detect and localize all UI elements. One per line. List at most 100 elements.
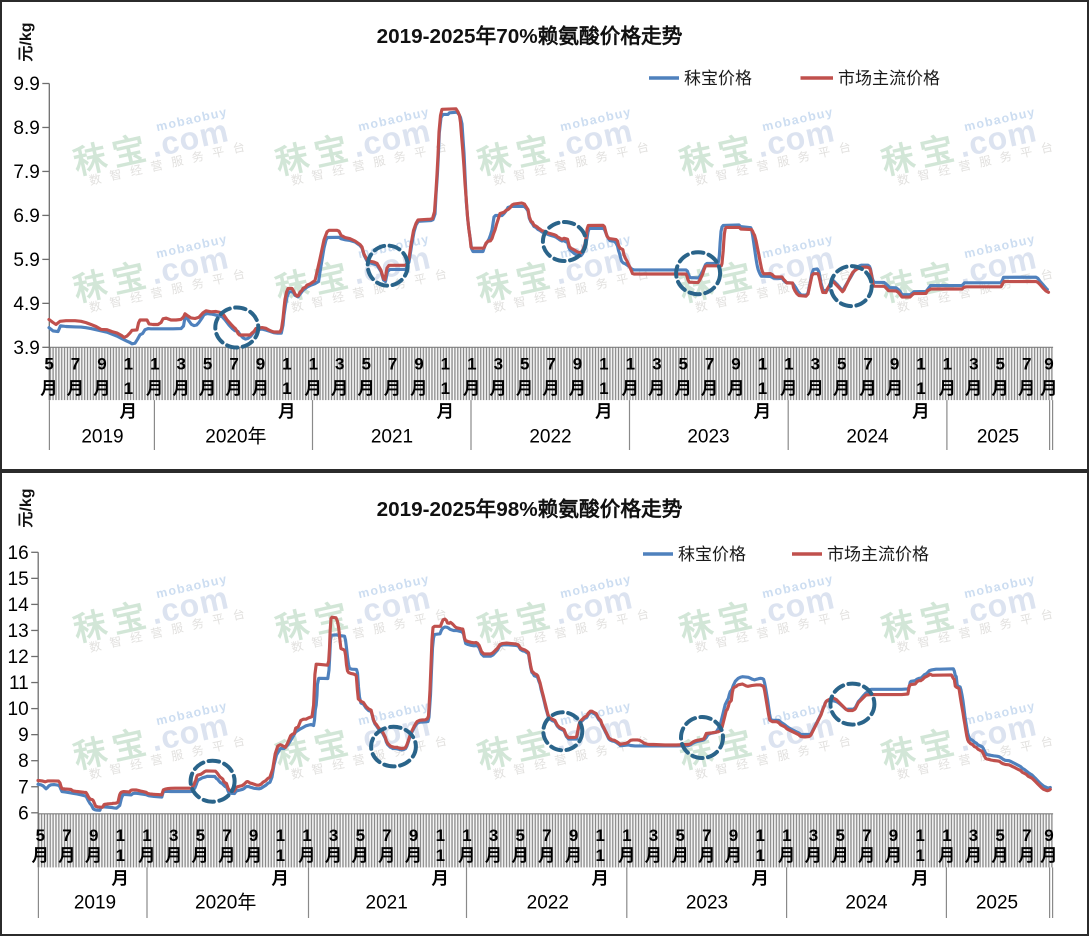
svg-text:5: 5 xyxy=(837,355,846,374)
svg-text:月: 月 xyxy=(644,846,662,865)
svg-text:7: 7 xyxy=(546,355,555,374)
svg-text:9: 9 xyxy=(409,826,418,845)
svg-text:7: 7 xyxy=(702,826,711,845)
svg-text:5.9: 5.9 xyxy=(13,250,39,271)
svg-text:月: 月 xyxy=(859,379,877,398)
svg-text:3: 3 xyxy=(969,826,978,845)
svg-text:月: 月 xyxy=(164,846,182,865)
svg-text:3: 3 xyxy=(809,826,818,845)
svg-text:月: 月 xyxy=(697,846,715,865)
svg-text:月: 月 xyxy=(457,846,475,865)
svg-text:月: 月 xyxy=(937,846,955,865)
svg-text:月: 月 xyxy=(298,846,316,865)
svg-text:月: 月 xyxy=(515,379,533,398)
svg-text:7: 7 xyxy=(222,826,231,845)
svg-text:月: 月 xyxy=(66,379,84,398)
svg-text:1: 1 xyxy=(124,355,133,374)
svg-text:月: 月 xyxy=(911,869,929,888)
svg-text:5: 5 xyxy=(36,826,45,845)
svg-text:月: 月 xyxy=(1040,846,1058,865)
svg-text:1: 1 xyxy=(916,379,925,398)
svg-text:7: 7 xyxy=(71,355,80,374)
svg-text:月: 月 xyxy=(410,379,428,398)
svg-text:7: 7 xyxy=(62,826,71,845)
svg-text:7: 7 xyxy=(388,355,397,374)
svg-text:2019-2025年70%赖氨酸价格走势: 2019-2025年70%赖氨酸价格走势 xyxy=(377,24,683,48)
svg-text:8: 8 xyxy=(18,751,29,772)
svg-text:月: 月 xyxy=(564,846,582,865)
svg-text:1: 1 xyxy=(915,826,924,845)
svg-text:1: 1 xyxy=(441,355,450,374)
svg-text:3: 3 xyxy=(176,355,185,374)
svg-text:9: 9 xyxy=(1044,355,1053,374)
svg-text:2023: 2023 xyxy=(686,893,728,914)
svg-text:月: 月 xyxy=(1017,846,1035,865)
svg-text:2022: 2022 xyxy=(529,427,571,448)
svg-text:月: 月 xyxy=(383,379,401,398)
svg-text:月: 月 xyxy=(31,846,49,865)
svg-text:10: 10 xyxy=(8,699,29,720)
svg-text:月: 月 xyxy=(351,846,369,865)
svg-text:月: 月 xyxy=(671,846,689,865)
svg-text:月: 月 xyxy=(647,379,665,398)
svg-text:9.9: 9.9 xyxy=(13,74,39,95)
svg-text:月: 月 xyxy=(111,869,129,888)
svg-text:月: 月 xyxy=(831,846,849,865)
svg-text:6.9: 6.9 xyxy=(13,206,39,227)
svg-text:1: 1 xyxy=(758,379,767,398)
svg-text:月: 月 xyxy=(724,846,742,865)
svg-text:秣宝价格: 秣宝价格 xyxy=(684,69,752,88)
svg-text:月: 月 xyxy=(964,846,982,865)
svg-text:3: 3 xyxy=(494,355,503,374)
svg-text:5: 5 xyxy=(361,355,370,374)
svg-text:7: 7 xyxy=(1022,355,1031,374)
svg-text:9: 9 xyxy=(414,355,423,374)
svg-text:9: 9 xyxy=(889,826,898,845)
svg-text:月: 月 xyxy=(884,846,902,865)
svg-text:9: 9 xyxy=(569,826,578,845)
svg-text:月: 月 xyxy=(93,379,111,398)
svg-text:15: 15 xyxy=(8,569,29,590)
svg-text:月: 月 xyxy=(779,379,797,398)
svg-text:3: 3 xyxy=(969,355,978,374)
svg-text:7.9: 7.9 xyxy=(13,162,39,183)
svg-text:月: 月 xyxy=(938,379,956,398)
svg-text:2020年: 2020年 xyxy=(205,426,266,448)
svg-text:1: 1 xyxy=(124,379,133,398)
svg-text:9: 9 xyxy=(729,826,738,845)
svg-text:月: 月 xyxy=(832,379,850,398)
svg-text:8.9: 8.9 xyxy=(13,118,39,139)
svg-text:月: 月 xyxy=(251,379,269,398)
svg-text:2024: 2024 xyxy=(845,893,888,914)
svg-text:1: 1 xyxy=(782,826,791,845)
svg-text:秣宝价格: 秣宝价格 xyxy=(678,545,746,564)
svg-text:月: 月 xyxy=(225,379,243,398)
svg-text:3: 3 xyxy=(335,355,344,374)
svg-text:1: 1 xyxy=(755,846,764,865)
svg-text:1: 1 xyxy=(916,355,925,374)
svg-text:月: 月 xyxy=(568,379,586,398)
svg-text:2021: 2021 xyxy=(371,427,413,448)
svg-text:2019-2025年98%赖氨酸价格走势: 2019-2025年98%赖氨酸价格走势 xyxy=(377,497,683,521)
svg-text:5: 5 xyxy=(995,826,1004,845)
svg-text:月: 月 xyxy=(753,402,771,421)
svg-text:2025: 2025 xyxy=(976,893,1018,914)
svg-text:6: 6 xyxy=(18,803,29,824)
svg-text:月: 月 xyxy=(991,379,1009,398)
svg-text:月: 月 xyxy=(191,846,209,865)
svg-text:1: 1 xyxy=(595,826,604,845)
svg-text:月: 月 xyxy=(806,379,824,398)
svg-text:月: 月 xyxy=(277,402,295,421)
svg-text:月: 月 xyxy=(727,379,745,398)
svg-text:月: 月 xyxy=(1040,379,1058,398)
svg-text:月: 月 xyxy=(804,846,822,865)
svg-text:5: 5 xyxy=(356,826,365,845)
svg-text:月: 月 xyxy=(777,846,795,865)
svg-text:1: 1 xyxy=(942,826,951,845)
svg-text:16: 16 xyxy=(8,543,29,564)
svg-text:1: 1 xyxy=(784,355,793,374)
svg-text:月: 月 xyxy=(489,379,507,398)
svg-text:月: 月 xyxy=(885,379,903,398)
svg-text:5: 5 xyxy=(515,826,524,845)
svg-text:1: 1 xyxy=(467,355,476,374)
